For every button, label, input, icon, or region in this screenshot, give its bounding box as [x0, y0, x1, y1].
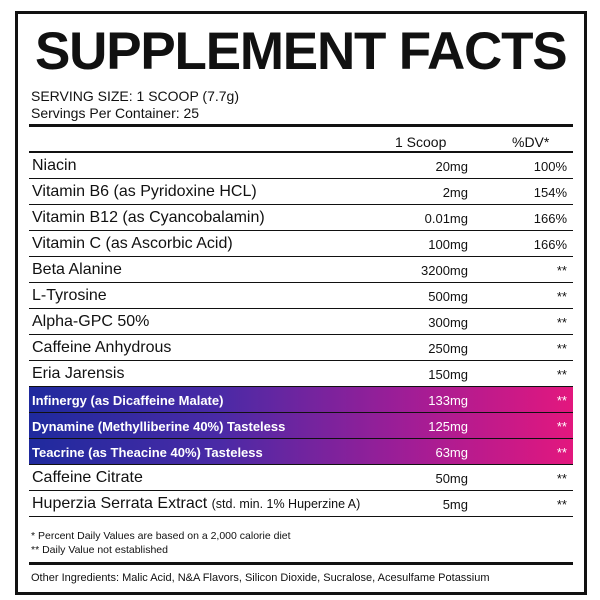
daily-value: 100% — [533, 159, 567, 174]
amount: 0.01mg — [424, 211, 468, 226]
ingredient-name-text: Niacin — [32, 157, 77, 174]
ingredient-name: Caffeine Anhydrous — [32, 339, 171, 357]
daily-value: ** — [556, 367, 567, 382]
ingredient-name-text: Caffeine Anhydrous — [32, 339, 172, 356]
table-row: Eria Jarensis 150mg ** — [29, 361, 573, 387]
daily-value: 166% — [533, 211, 567, 226]
ingredient-name-text: L-Tyrosine — [32, 287, 107, 304]
daily-value: ** — [556, 315, 567, 330]
ingredient-name-text: Eria Jarensis — [32, 365, 125, 382]
amount: 3200mg — [421, 263, 468, 278]
ingredient-name-text: Vitamin C (as Ascorbic Acid) — [32, 235, 233, 252]
ingredient-name-text: Huperzia Serrata Extract — [32, 495, 208, 512]
ingredient-name-text: Alpha-GPC 50% — [32, 313, 150, 330]
table-row: L-Tyrosine 500mg ** — [29, 283, 573, 309]
ingredient-name: Infinergy (as Dicaffeine Malate) — [32, 393, 223, 408]
ingredient-name-text: Teacrine (as Theacine 40%) Tasteless — [32, 445, 263, 460]
daily-value: ** — [556, 497, 567, 512]
table-row: Alpha-GPC 50% 300mg ** — [29, 309, 573, 335]
table-row: Caffeine Citrate 50mg ** — [29, 465, 573, 491]
amount: 133mg — [428, 393, 468, 408]
ingredient-name-text: Vitamin B12 (as Cyancobalamin) — [32, 209, 265, 226]
amount: 250mg — [428, 341, 468, 356]
ingredient-name: Eria Jarensis — [32, 365, 124, 383]
daily-value: ** — [556, 393, 567, 408]
daily-value: ** — [556, 341, 567, 356]
table-row: Teacrine (as Theacine 40%) Tasteless 63mg… — [29, 439, 573, 465]
ingredient-name: Vitamin B6 (as Pyridoxine HCL) — [32, 183, 257, 201]
serving-size: SERVING SIZE: 1 SCOOP (7.7g) — [31, 88, 239, 104]
daily-value: ** — [556, 289, 567, 304]
amount: 5mg — [442, 497, 468, 512]
table-row: Beta Alanine 3200mg ** — [29, 257, 573, 283]
supplement-label: SUPPLEMENT FACTS SERVING SIZE: 1 SCOOP (… — [15, 11, 587, 595]
amount: 125mg — [428, 419, 468, 434]
daily-value: 166% — [533, 237, 567, 252]
table-row: Niacin 20mg 100% — [29, 153, 573, 179]
daily-value: 154% — [533, 185, 567, 200]
footnote: ** Daily Value not established — [31, 544, 168, 556]
daily-value: ** — [556, 263, 567, 278]
daily-value: ** — [556, 471, 567, 486]
daily-value: ** — [556, 445, 567, 460]
ingredient-name: Vitamin B12 (as Cyancobalamin) — [32, 209, 265, 227]
table-row: Vitamin C (as Ascorbic Acid) 100mg 166% — [29, 231, 573, 257]
ingredient-detail: (std. min. 1% Huperzine A) — [211, 497, 361, 511]
table-row: Vitamin B12 (as Cyancobalamin) 0.01mg 166% — [29, 205, 573, 231]
amount: 2mg — [442, 185, 468, 200]
title: SUPPLEMENT FACTS — [35, 22, 568, 81]
table-row: Infinergy (as Dicaffeine Malate) 133mg ** — [29, 387, 573, 413]
servings-per-container: Servings Per Container: 25 — [31, 105, 200, 121]
divider — [29, 151, 573, 153]
ingredient-name: Niacin — [32, 157, 76, 175]
amount: 20mg — [435, 159, 468, 174]
ingredient-name-text: Dynamine (Methylliberine 40%) Tasteless — [32, 419, 286, 434]
ingredient-name-text: Infinergy (as Dicaffeine Malate) — [32, 393, 224, 408]
footnote: * Percent Daily Values are based on a 2,… — [31, 530, 291, 542]
table-row: Huperzia Serrata Extract (std. min. 1% H… — [29, 491, 573, 517]
amount: 63mg — [435, 445, 468, 460]
table-row: Caffeine Anhydrous 250mg ** — [29, 335, 573, 361]
ingredient-name: Huperzia Serrata Extract (std. min. 1% H… — [32, 495, 360, 513]
ingredient-name: Teacrine (as Theacine 40%) Tasteless — [32, 445, 263, 460]
amount: 100mg — [428, 237, 468, 252]
amount: 50mg — [435, 471, 468, 486]
amount: 500mg — [428, 289, 468, 304]
ingredient-name: Dynamine (Methylliberine 40%) Tasteless — [32, 419, 285, 434]
table-row: Vitamin B6 (as Pyridoxine HCL) 2mg 154% — [29, 179, 573, 205]
column-header: 1 Scoop — [395, 134, 447, 150]
daily-value: ** — [556, 419, 567, 434]
divider — [29, 124, 573, 127]
amount: 150mg — [428, 367, 468, 382]
ingredient-name-text: Beta Alanine — [32, 261, 122, 278]
divider — [29, 562, 573, 565]
ingredient-name: Alpha-GPC 50% — [32, 313, 149, 331]
ingredient-name-text: Vitamin B6 (as Pyridoxine HCL) — [32, 183, 257, 200]
ingredient-name-text: Caffeine Citrate — [32, 469, 143, 486]
facts-table: Niacin 20mg 100% Vitamin B6 (as Pyridoxine … — [29, 153, 573, 517]
ingredient-name: L-Tyrosine — [32, 287, 107, 305]
ingredient-name: Beta Alanine — [32, 261, 122, 279]
ingredient-name: Vitamin C (as Ascorbic Acid) — [32, 235, 233, 253]
amount: 300mg — [428, 315, 468, 330]
table-row: Dynamine (Methylliberine 40%) Tasteless 1… — [29, 413, 573, 439]
column-header: %DV* — [512, 134, 550, 150]
other-ingredients: Other Ingredients: Malic Acid, N&A Flavo… — [31, 572, 490, 584]
ingredient-name: Caffeine Citrate — [32, 469, 143, 487]
